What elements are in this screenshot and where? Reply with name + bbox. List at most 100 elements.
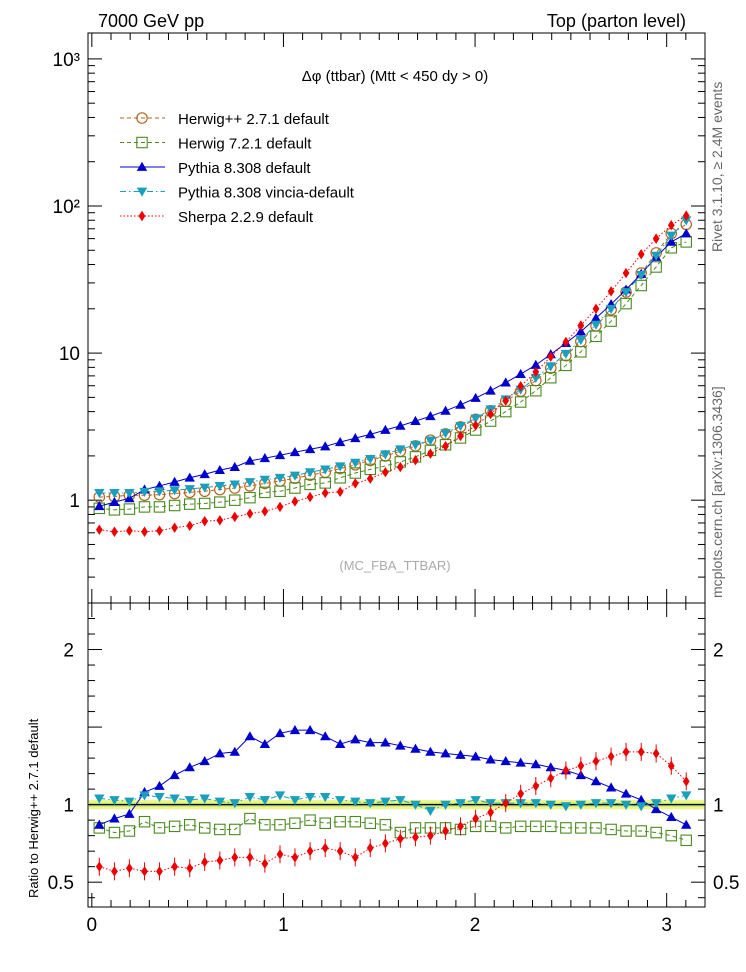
data-point xyxy=(186,520,194,531)
data-point xyxy=(320,441,331,451)
data-point xyxy=(487,408,494,420)
ratio-point xyxy=(605,823,617,836)
ratio-point xyxy=(545,762,556,772)
data-point xyxy=(141,526,148,537)
data-point xyxy=(681,216,692,226)
data-point xyxy=(154,487,165,497)
ratio-point xyxy=(364,817,376,829)
ratio-point xyxy=(380,797,391,807)
legend-marker xyxy=(136,112,148,124)
ratio-point xyxy=(320,731,331,741)
ratio-point xyxy=(485,754,496,764)
ratio-point xyxy=(289,817,301,829)
ratio-point xyxy=(410,743,421,753)
ratio-point xyxy=(94,794,105,804)
series-pythia-8-308-default xyxy=(94,228,692,511)
ratio-point xyxy=(124,808,135,818)
ratio-point xyxy=(229,799,240,809)
ratio-point xyxy=(214,797,226,807)
data-point xyxy=(395,445,406,455)
data-point xyxy=(515,368,526,378)
ratio-point xyxy=(530,820,542,833)
ratio-point xyxy=(261,858,269,869)
legend-item-pythia-8-308-vincia-default: Pythia 8.308 vincia-default xyxy=(120,185,355,202)
ratio-point xyxy=(575,822,587,834)
series-line-pythia-8-308-vincia-default xyxy=(99,219,687,494)
data-point xyxy=(410,440,421,450)
ratio-point xyxy=(680,834,692,847)
ratio-point xyxy=(274,728,286,738)
data-point xyxy=(304,468,316,478)
rivet-label: Rivet 3.1.10, ≥ 2.4M events xyxy=(709,82,725,252)
data-point xyxy=(605,315,617,327)
ratio-point xyxy=(635,802,647,812)
ratio-series-sherpa-2-2-9-default xyxy=(95,742,690,881)
data-point xyxy=(650,261,662,273)
data-point xyxy=(666,236,677,246)
data-point xyxy=(139,487,150,498)
data-point xyxy=(304,444,316,454)
ratio-point xyxy=(380,737,391,747)
ratio-point xyxy=(168,820,181,833)
data-point xyxy=(123,503,136,515)
ratio-point xyxy=(532,780,540,792)
ratio-point xyxy=(410,800,421,810)
ratio-point xyxy=(259,796,271,806)
ratio-point xyxy=(154,792,165,803)
data-point xyxy=(681,228,692,238)
data-point xyxy=(199,483,210,493)
data-point xyxy=(334,462,346,472)
ratio-point xyxy=(304,814,316,826)
ratio-point xyxy=(499,822,512,834)
ratio-point xyxy=(530,759,542,769)
ratio-y-tick-label: 2 xyxy=(63,641,74,662)
legend-label: Herwig 7.2.1 default xyxy=(178,136,312,153)
x-tick-label: 1 xyxy=(278,915,289,936)
ratio-point xyxy=(635,794,647,804)
data-point xyxy=(650,251,662,261)
ratio-point xyxy=(427,830,434,841)
data-point xyxy=(562,336,570,348)
data-point xyxy=(547,351,555,362)
legend-label: Herwig++ 2.7.1 default xyxy=(178,111,330,128)
ratio-point xyxy=(141,866,148,877)
ratio-point xyxy=(425,806,436,817)
ratio-point xyxy=(244,812,256,825)
data-point xyxy=(682,210,690,221)
data-point xyxy=(560,349,572,359)
ratio-point xyxy=(183,819,196,831)
series-herwig-7-2-1-default xyxy=(93,236,692,516)
ratio-point xyxy=(442,825,449,837)
ratio-point xyxy=(547,773,555,784)
data-point xyxy=(472,420,480,431)
ratio-point xyxy=(350,797,361,807)
data-point xyxy=(336,486,344,498)
data-point xyxy=(560,359,572,372)
data-point xyxy=(351,478,359,489)
ratio-point xyxy=(472,813,480,824)
data-point xyxy=(577,320,585,331)
data-point xyxy=(231,511,239,523)
ratio-point xyxy=(560,822,572,834)
data-point xyxy=(530,359,542,369)
ratio-point xyxy=(229,746,240,756)
data-point xyxy=(274,450,286,460)
series-sherpa-2-2-9-default xyxy=(95,210,690,537)
data-point xyxy=(334,436,346,447)
data-point xyxy=(395,420,406,430)
data-point xyxy=(607,286,615,297)
data-point xyxy=(365,429,376,439)
legend-item-herwig-2-7-1-default: Herwig++ 2.7.1 default xyxy=(120,111,330,128)
data-point xyxy=(109,489,120,499)
data-point xyxy=(514,396,527,408)
ratio-point xyxy=(665,829,678,842)
ratio-point xyxy=(139,791,150,801)
data-point xyxy=(427,448,434,459)
data-point xyxy=(94,501,105,511)
data-point xyxy=(171,522,178,533)
ratio-point xyxy=(545,800,556,810)
ratio-point xyxy=(184,796,195,806)
ratio-point xyxy=(455,749,466,759)
ratio-point xyxy=(457,821,464,832)
